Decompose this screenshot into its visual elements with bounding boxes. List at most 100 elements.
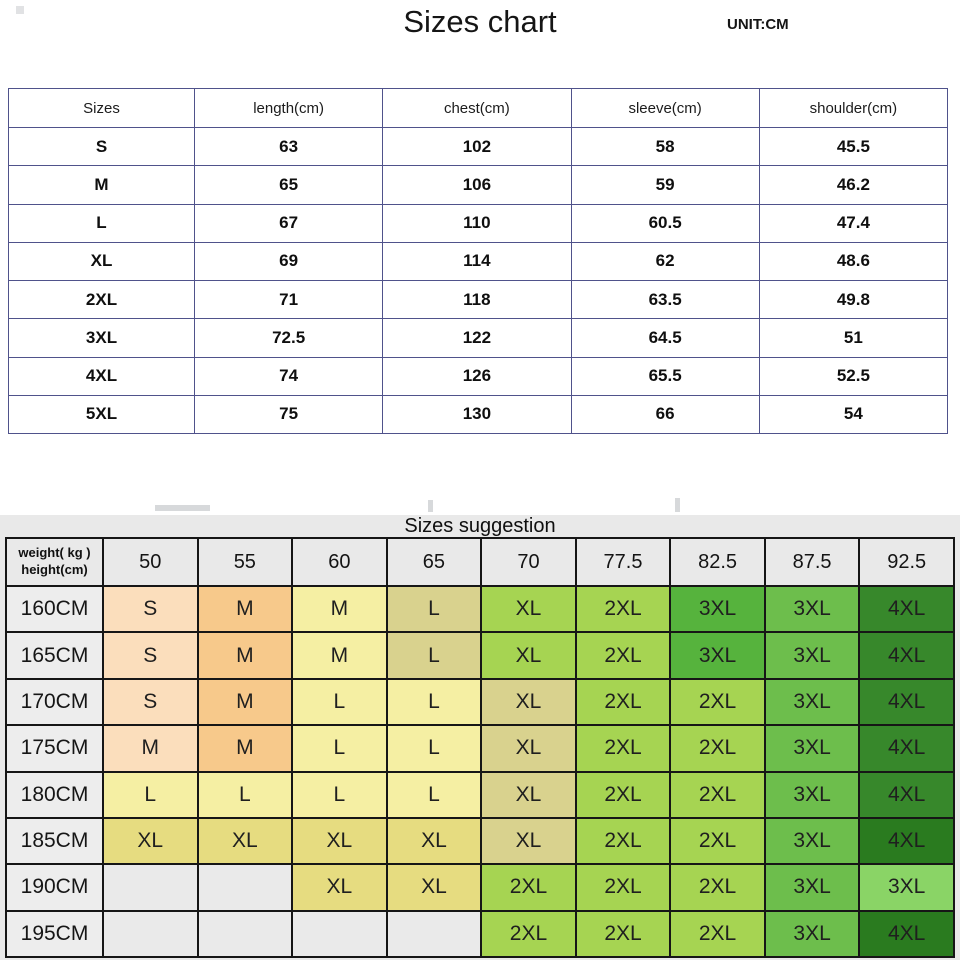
suggestion-cell: XL xyxy=(196,816,294,866)
suggestion-cell: 3XL xyxy=(669,584,766,634)
size-chart-value-cell: 122 xyxy=(382,318,572,358)
suggestion-cell: XL xyxy=(102,816,199,866)
suggestion-cell: 2XL xyxy=(669,770,766,819)
suggestion-cell: 3XL xyxy=(763,724,861,773)
suggestion-cell xyxy=(385,909,483,959)
suggestion-cell: 3XL xyxy=(763,631,861,680)
weight-header-cell: 92.5 xyxy=(858,537,955,587)
size-chart-row: XL 69 114 62 48.6 xyxy=(8,241,949,282)
weight-header-cell: 87.5 xyxy=(763,537,861,587)
suggestion-row: 160CM S M M L XL 2XL 3XL 3XL 4XL xyxy=(5,584,955,634)
suggestion-cell: L xyxy=(385,724,483,773)
suggestion-cell: L xyxy=(385,770,483,819)
suggestion-cell: 4XL xyxy=(858,770,955,819)
suggestion-row: 165CM S M M L XL 2XL 3XL 3XL 4XL xyxy=(5,631,955,680)
suggestion-header-row: weight( kg ) height(cm) 50 55 60 65 70 77.5 82.5… xyxy=(5,537,955,587)
suggestion-cell: 2XL xyxy=(669,863,766,912)
size-chart-row: 4XL 74 126 65.5 52.5 xyxy=(8,356,949,396)
suggestion-cell: L xyxy=(291,677,388,727)
suggestion-cell: 3XL xyxy=(763,584,861,634)
suggestion-cell: L xyxy=(385,584,483,634)
size-chart-value-cell: 110 xyxy=(382,203,572,243)
suggestion-cell: L xyxy=(291,724,388,773)
size-chart-size-cell: L xyxy=(8,203,195,243)
size-chart-value-cell: 58 xyxy=(570,126,760,167)
suggestion-cell xyxy=(102,863,199,912)
size-chart-value-cell: 63.5 xyxy=(570,279,760,320)
suggestion-cell: 4XL xyxy=(858,724,955,773)
suggestion-cell: 2XL xyxy=(574,584,672,634)
size-chart-value-cell: 60.5 xyxy=(570,203,760,243)
suggestion-cell: L xyxy=(291,770,388,819)
size-chart-value-cell: 75 xyxy=(193,394,384,435)
suggestion-cell: M xyxy=(291,584,388,634)
suggestion-cell: M xyxy=(102,724,199,773)
size-chart-row: 5XL 75 130 66 54 xyxy=(8,394,949,435)
height-row-header: 165CM xyxy=(5,631,104,680)
size-chart-value-cell: 74 xyxy=(193,356,384,396)
size-chart-value-cell: 114 xyxy=(382,241,572,282)
suggestion-cell: XL xyxy=(480,677,577,727)
suggestion-cell: 4XL xyxy=(858,677,955,727)
weight-header-cell: 50 xyxy=(102,537,199,587)
corner-cell-line1: weight( kg ) xyxy=(18,545,91,561)
size-chart-value-cell: 46.2 xyxy=(758,165,949,205)
suggestion-cell: 3XL xyxy=(763,863,861,912)
size-chart-row: 2XL 71 118 63.5 49.8 xyxy=(8,279,949,320)
suggestion-cell: XL xyxy=(480,816,577,866)
size-chart-header-cell: chest(cm) xyxy=(382,88,572,128)
weight-header-cell: 55 xyxy=(196,537,294,587)
size-chart-row: 3XL 72.5 122 64.5 51 xyxy=(8,318,949,358)
suggestion-cell: XL xyxy=(385,816,483,866)
suggestion-cell: 2XL xyxy=(574,677,672,727)
height-row-header: 190CM xyxy=(5,863,104,912)
suggestion-cell: XL xyxy=(291,863,388,912)
suggestion-cell: M xyxy=(196,677,294,727)
weight-header-cell: 70 xyxy=(480,537,577,587)
ghost-artifact xyxy=(16,6,24,14)
height-row-header: 195CM xyxy=(5,909,104,959)
size-chart-row: S 63 102 58 45.5 xyxy=(8,126,949,167)
ghost-artifact xyxy=(675,498,680,512)
suggestion-cell: 2XL xyxy=(669,724,766,773)
suggestion-cell: 3XL xyxy=(763,909,861,959)
size-chart-value-cell: 72.5 xyxy=(193,318,384,358)
suggestion-cell: 3XL xyxy=(763,816,861,866)
suggestion-cell: M xyxy=(196,724,294,773)
suggestion-cell: M xyxy=(196,631,294,680)
weight-header-cell: 60 xyxy=(291,537,388,587)
suggestion-cell: 2XL xyxy=(574,816,672,866)
suggestion-cell xyxy=(196,909,294,959)
suggestion-row: 170CM S M L L XL 2XL 2XL 3XL 4XL xyxy=(5,677,955,727)
suggestion-cell: 2XL xyxy=(574,863,672,912)
ghost-artifact xyxy=(155,505,210,511)
height-row-header: 185CM xyxy=(5,816,104,866)
suggestion-cell: 2XL xyxy=(669,816,766,866)
suggestion-cell: 2XL xyxy=(574,631,672,680)
suggestion-cell: M xyxy=(291,631,388,680)
size-chart-size-cell: XL xyxy=(8,241,195,282)
size-chart-header-cell: shoulder(cm) xyxy=(758,88,949,128)
suggestion-row: 195CM 2XL 2XL 2XL 3XL 4XL xyxy=(5,909,955,959)
size-chart-size-cell: 3XL xyxy=(8,318,195,358)
size-chart-value-cell: 47.4 xyxy=(758,203,949,243)
suggestion-title: Sizes suggestion xyxy=(404,515,556,537)
suggestion-cell: 2XL xyxy=(480,863,577,912)
suggestion-row: 190CM XL XL 2XL 2XL 2XL 3XL 3XL xyxy=(5,863,955,912)
size-chart-value-cell: 67 xyxy=(193,203,384,243)
size-chart-size-cell: M xyxy=(8,165,195,205)
suggestion-row: 185CM XL XL XL XL XL 2XL 2XL 3XL 4XL xyxy=(5,816,955,866)
suggestion-cell: S xyxy=(102,677,199,727)
size-chart-body: S 63 102 58 45.5 M 65 106 59 46.2 L 67 110 60.5 47.4 XL… xyxy=(8,126,949,435)
suggestion-cell: XL xyxy=(385,863,483,912)
suggestion-row: 175CM M M L L XL 2XL 2XL 3XL 4XL xyxy=(5,724,955,773)
size-chart-header-row: Sizes length(cm) chest(cm) sleeve(cm) should… xyxy=(8,88,949,128)
size-chart-value-cell: 62 xyxy=(570,241,760,282)
suggestion-body: 160CM S M M L XL 2XL 3XL 3XL 4XL 165CM S M M L XL 2XL 3XL… xyxy=(5,584,955,959)
size-chart-size-cell: 4XL xyxy=(8,356,195,396)
suggestion-cell xyxy=(102,909,199,959)
weight-header-cell: 82.5 xyxy=(669,537,766,587)
suggestion-cell: XL xyxy=(480,770,577,819)
size-chart-row: L 67 110 60.5 47.4 xyxy=(8,203,949,243)
size-chart-value-cell: 130 xyxy=(382,394,572,435)
